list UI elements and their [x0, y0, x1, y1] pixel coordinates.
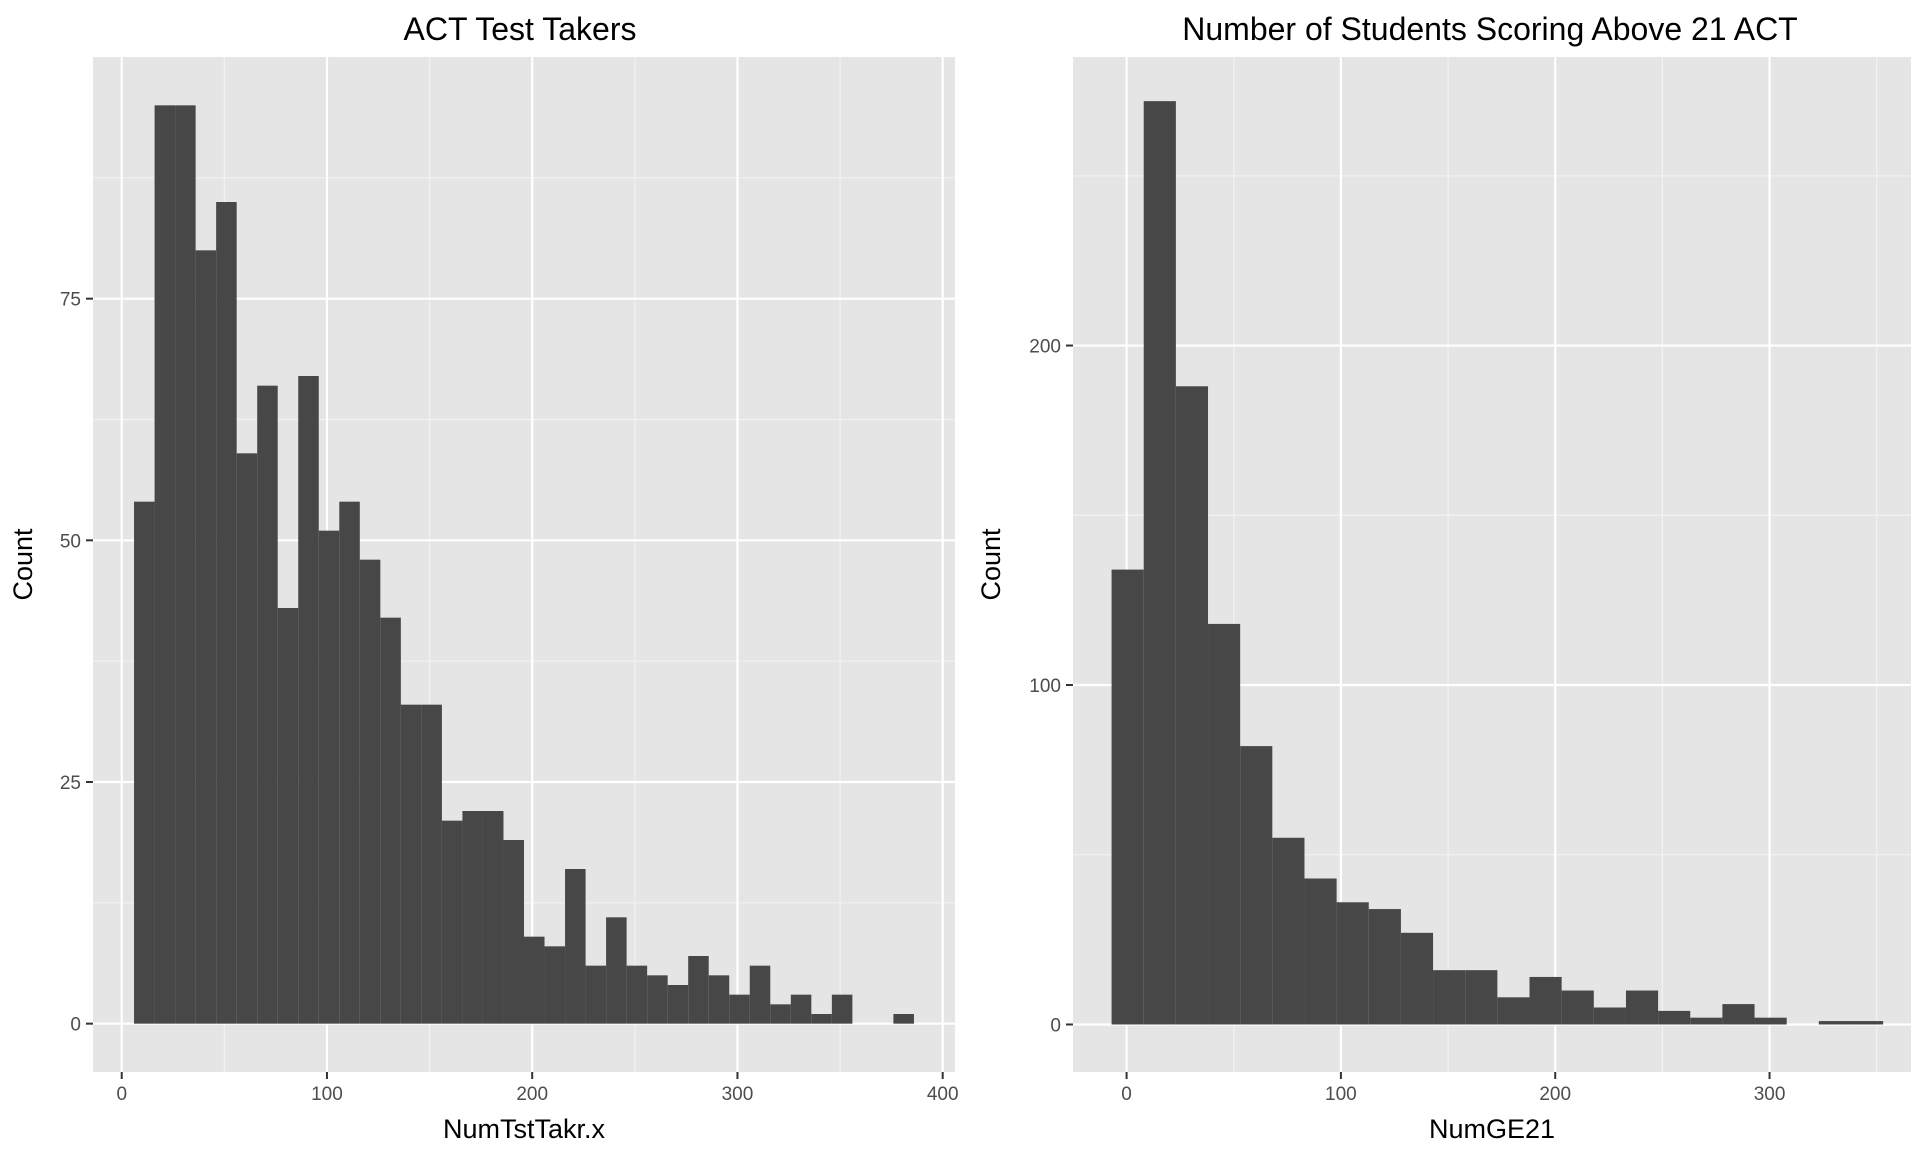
histogram-bar: [544, 946, 566, 1024]
histogram-bar: [462, 811, 483, 1024]
x-axis-title: NumGE21: [1429, 1114, 1555, 1144]
histogram-bar: [1240, 746, 1273, 1025]
histogram-bar: [257, 385, 278, 1024]
histogram-bar: [175, 105, 196, 1024]
histogram-bar: [667, 985, 689, 1024]
histogram-bar: [1272, 837, 1305, 1025]
histogram-bar: [1368, 909, 1401, 1025]
histogram-bar: [708, 975, 730, 1024]
histogram-bar: [770, 1004, 791, 1024]
y-tick-label: 200: [1029, 337, 1061, 358]
histogram-bar: [729, 994, 750, 1024]
x-axis-title: NumTstTakr.x: [443, 1114, 606, 1144]
y-tick-label: 0: [70, 1015, 81, 1036]
histogram-bar: [1175, 386, 1209, 1025]
histogram-bar: [626, 965, 648, 1024]
histogram-bar: [154, 105, 176, 1024]
histogram-bar: [277, 608, 299, 1024]
histogram-bar: [524, 936, 545, 1024]
histogram-bar: [1818, 1021, 1851, 1025]
histogram-bar: [647, 975, 668, 1024]
x-tick-label: 300: [1754, 1084, 1786, 1105]
histogram-bar: [134, 501, 155, 1024]
chart-title: Number of Students Scoring Above 21 ACT: [1182, 11, 1797, 47]
y-tick-label: 100: [1029, 676, 1061, 697]
histogram-bar: [400, 704, 422, 1024]
chart-panel-1: 0 100 200 300 400 0 25 50 75 ACT Test Takers NumTs…: [8, 11, 959, 1144]
chart-panel-2: 0 100 200 300 0 100 200 Number of Students Scor…: [976, 11, 1911, 1144]
histogram-bar: [1497, 997, 1530, 1025]
histogram-bar: [790, 994, 812, 1024]
y-axis-title: Count: [976, 528, 1006, 601]
x-tick-label: 0: [1121, 1084, 1132, 1105]
histogram-bar: [831, 994, 853, 1024]
histogram-bar: [893, 1014, 914, 1024]
y-axis-title: Count: [8, 528, 38, 601]
histogram-bar: [1465, 970, 1498, 1025]
histogram-bar: [1593, 1007, 1626, 1025]
histogram-bar: [359, 559, 381, 1024]
histogram-bar: [421, 704, 442, 1024]
histogram-bar: [1754, 1017, 1787, 1025]
histogram-bar: [811, 1014, 832, 1024]
histogram-bar: [606, 917, 627, 1024]
histogram-bar: [1690, 1017, 1723, 1025]
histogram-bar: [1143, 101, 1176, 1025]
x-tick-label: 100: [311, 1084, 343, 1105]
x-tick-label: 100: [1325, 1084, 1357, 1105]
histogram-bar: [1400, 932, 1434, 1025]
histogram-bar: [318, 530, 340, 1024]
x-tick-label: 0: [116, 1084, 127, 1105]
histogram-bar: [1722, 1004, 1755, 1025]
histogram-bar: [236, 453, 258, 1024]
y-tick-label: 75: [60, 290, 81, 311]
histogram-bar: [1561, 990, 1594, 1025]
histogram-bar: [1850, 1021, 1884, 1025]
y-tick-label: 0: [1050, 1015, 1061, 1036]
histogram-bar: [688, 956, 709, 1024]
histogram-bar: [298, 376, 319, 1024]
histogram-bar: [1336, 902, 1369, 1025]
x-tick-label: 300: [722, 1084, 754, 1105]
histogram-bar: [1208, 623, 1241, 1025]
histogram-bar: [503, 840, 524, 1024]
histogram-bar: [339, 501, 360, 1024]
histogram-bar: [585, 965, 607, 1024]
histogram-bar: [1529, 976, 1562, 1025]
x-tick-label: 200: [1539, 1084, 1571, 1105]
y-tick-label: 25: [60, 773, 81, 794]
histogram-bar: [1625, 990, 1659, 1025]
histogram-bar: [216, 202, 237, 1024]
histogram-bar: [482, 811, 504, 1024]
chart-title: ACT Test Takers: [404, 11, 637, 47]
histogram-bar: [1658, 1010, 1691, 1025]
histogram-bar: [565, 869, 586, 1024]
y-tick-label: 50: [60, 531, 81, 552]
histogram-bar: [380, 617, 401, 1024]
histogram-bar: [1433, 970, 1466, 1025]
histogram-bar: [1304, 878, 1337, 1025]
histogram-bar: [441, 820, 463, 1024]
histogram-bar: [749, 965, 771, 1024]
x-tick-label: 400: [927, 1084, 959, 1105]
histogram-bar: [195, 250, 217, 1024]
x-tick-label: 200: [516, 1084, 548, 1105]
histogram-bar: [1111, 569, 1144, 1025]
